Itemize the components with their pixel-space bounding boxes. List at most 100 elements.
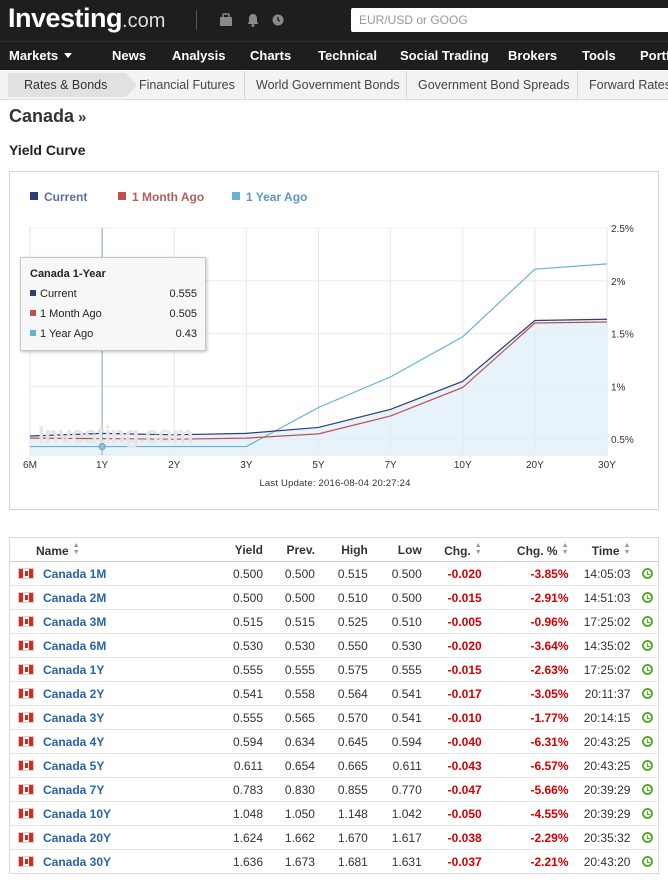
bond-name-cell[interactable]: Canada 3Y [9, 705, 210, 730]
time-cell: 20:11:37 [574, 681, 637, 706]
bell-icon[interactable] [245, 11, 261, 29]
bond-name[interactable]: Canada 1M [43, 566, 107, 581]
table-row[interactable]: Canada 30Y 1.636 1.673 1.681 1.631 -0.037 -2.2… [10, 850, 659, 874]
bond-name-cell[interactable]: Canada 2Y [9, 681, 210, 706]
high-cell: 0.550 [320, 633, 374, 658]
bond-name-cell[interactable]: Canada 1Y [9, 657, 210, 682]
subnav-forward-rates[interactable]: Forward Rates [589, 78, 668, 92]
table-row[interactable]: Canada 3Y 0.555 0.565 0.570 0.541 -0.010 -1.77… [9, 705, 659, 730]
table-row[interactable]: Canada 3M 0.515 0.515 0.525 0.510 -0.005 -0.96… [9, 609, 659, 634]
legend-1-year-ago[interactable]: 1 Year Ago [232, 190, 307, 204]
bond-name-cell[interactable]: Canada 6M [9, 633, 210, 658]
legend-current[interactable]: Current [30, 190, 87, 204]
bond-name[interactable]: Canada 7Y [43, 782, 105, 797]
nav-social-trading[interactable]: Social Trading [400, 48, 489, 63]
page-title-text[interactable]: Canada [9, 106, 75, 126]
series-line [30, 263, 608, 448]
table-row[interactable]: Canada 1Y 0.555 0.555 0.575 0.555 -0.015 -2.63… [9, 657, 659, 682]
bond-name[interactable]: Canada 10Y [43, 806, 112, 821]
bond-name[interactable]: Canada 30Y [43, 854, 112, 869]
bond-name-cell[interactable]: Canada 20Y [9, 825, 210, 850]
raquo-icon[interactable]: » [78, 109, 87, 126]
chevron-down-icon [64, 53, 73, 58]
table-row[interactable]: Canada 1M 0.500 0.500 0.515 0.500 -0.020 -3.85… [9, 561, 659, 586]
bond-name[interactable]: Canada 3Y [43, 710, 105, 725]
time-cell: 20:43:20 [583, 854, 631, 869]
bond-name[interactable]: Canada 2M [43, 590, 107, 605]
nav-analysis[interactable]: Analysis [172, 48, 226, 63]
bond-name[interactable]: Canada 1Y [43, 662, 105, 677]
status-cell [636, 609, 659, 634]
y-tick-label: 1.5% [611, 330, 634, 341]
chart-watermark: Investing.com [38, 422, 193, 449]
search-box[interactable] [351, 8, 668, 32]
table-row[interactable]: Canada 2M 0.500 0.500 0.510 0.500 -0.015 -2.91… [9, 585, 659, 610]
bond-name-cell[interactable]: Canada 7Y [9, 777, 210, 802]
nav-portfolio[interactable]: Portf [640, 48, 668, 63]
status-cell [636, 633, 659, 658]
subnav-rates-bonds[interactable]: Rates & Bonds [8, 73, 137, 97]
site-logo[interactable]: Investing.com [8, 3, 165, 34]
bond-name-cell[interactable]: Canada 30Y [10, 850, 210, 874]
search-input[interactable] [351, 8, 668, 32]
subnav-world-government-bonds[interactable]: World Government Bonds [256, 78, 400, 92]
nav-charts[interactable]: Charts [250, 48, 292, 63]
prev-cell: 0.634 [269, 729, 321, 754]
bond-name-cell[interactable]: Canada 1M [9, 561, 210, 586]
subnav-divider [406, 71, 407, 99]
clock-icon[interactable] [270, 11, 286, 29]
col-high[interactable]: High [320, 537, 374, 562]
col-chg-pct-label: Chg. % [516, 543, 558, 558]
table-row[interactable]: Canada 2Y 0.541 0.558 0.564 0.541 -0.017 -3.05… [9, 681, 659, 706]
status-cell [636, 825, 659, 850]
bond-name[interactable]: Canada 2Y [43, 686, 105, 701]
col-low[interactable]: Low [373, 537, 428, 562]
status-cell [636, 729, 659, 754]
table-row[interactable]: Canada 10Y 1.048 1.050 1.148 1.042 -0.050 -4.5… [9, 801, 659, 826]
nav-technical[interactable]: Technical [318, 48, 378, 63]
table-row[interactable]: Canada 5Y 0.611 0.654 0.665 0.611 -0.043 -6.57… [9, 753, 659, 778]
subnav-financial-futures[interactable]: Financial Futures [139, 78, 235, 92]
nav-brokers[interactable]: Brokers [508, 48, 558, 63]
x-tick-label: 6M [23, 460, 37, 471]
col-name[interactable]: Name ▲ ▼ [9, 537, 210, 562]
status-cell [636, 585, 659, 610]
bond-name[interactable]: Canada 20Y [43, 830, 112, 845]
bond-name-cell[interactable]: Canada 5Y [9, 753, 210, 778]
col-prev[interactable]: Prev. [269, 537, 321, 562]
time-cell: 17:25:02 [574, 657, 637, 682]
bond-name-cell[interactable]: Canada 10Y [9, 801, 210, 826]
canada-flag-icon [18, 687, 34, 699]
nav-tools[interactable]: Tools [582, 48, 616, 63]
col-chg-pct[interactable]: Chg. % ▲ ▼ [487, 537, 575, 562]
briefcase-icon[interactable] [218, 11, 234, 29]
table-row[interactable]: Canada 4Y 0.594 0.634 0.645 0.594 -0.040 -6.31… [9, 729, 659, 754]
nav-news[interactable]: News [112, 48, 146, 63]
yield-curve-chart: Current 1 Month Ago 1 Year Ago 2.5% 2% 1.5… [9, 171, 659, 510]
x-tick-label: 20Y [526, 460, 544, 471]
col-time[interactable]: Time ▲ ▼ [574, 537, 637, 562]
col-chg[interactable]: Chg. ▲ ▼ [427, 537, 488, 562]
bond-name[interactable]: Canada 3M [43, 614, 107, 629]
high-cell: 0.515 [320, 561, 374, 586]
last-update: Last Update: 2016-08-04 20:27:24 [259, 478, 411, 489]
subnav-government-bond-spreads[interactable]: Government Bond Spreads [418, 78, 570, 92]
time-cell: 20:35:32 [574, 825, 637, 850]
yield-cell: 0.611 [209, 753, 270, 778]
bond-name-cell[interactable]: Canada 2M [9, 585, 210, 610]
nav-markets[interactable]: Markets [9, 48, 73, 63]
bond-name[interactable]: Canada 6M [43, 638, 107, 653]
col-yield[interactable]: Yield [209, 537, 270, 562]
table-row[interactable]: Canada 7Y 0.783 0.830 0.855 0.770 -0.047 -5.66… [9, 777, 659, 802]
bond-name[interactable]: Canada 5Y [43, 758, 105, 773]
low-cell: 0.555 [373, 657, 428, 682]
bond-name-cell[interactable]: Canada 3M [9, 609, 210, 634]
table-row[interactable]: Canada 20Y 1.624 1.662 1.670 1.617 -0.038 -2.2… [9, 825, 659, 850]
status-cell [636, 753, 659, 778]
legend-1-month-ago[interactable]: 1 Month Ago [118, 190, 204, 204]
bond-name[interactable]: Canada 4Y [43, 734, 105, 749]
chart-tooltip: Canada 1-Year Current 0.555 1 Month Ago 0.… [20, 257, 206, 351]
legend-label: Current [44, 190, 88, 204]
bond-name-cell[interactable]: Canada 4Y [9, 729, 210, 754]
table-row[interactable]: Canada 6M 0.530 0.530 0.550 0.530 -0.020 -3.64… [9, 633, 659, 658]
